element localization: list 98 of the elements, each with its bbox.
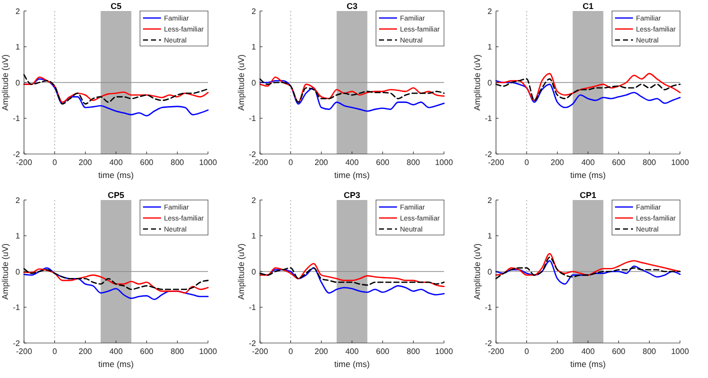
chart-title: CP1	[580, 190, 597, 200]
x-tick-label: 200	[314, 347, 329, 356]
x-tick-label: 400	[345, 158, 360, 167]
chart-title: CP3	[344, 190, 361, 200]
x-tick-label: -200	[16, 347, 33, 356]
x-tick-label: 0	[524, 347, 530, 356]
x-tick-label: 600	[612, 347, 626, 356]
y-tick-label: 0	[16, 78, 21, 88]
y-tick-label: 1	[16, 232, 21, 241]
line-series	[495, 80, 681, 108]
x-tick-label: 200	[550, 347, 565, 356]
x-tick-label: 200	[550, 158, 565, 167]
x-tick-label: 0	[288, 158, 294, 167]
x-tick-label: 600	[612, 158, 626, 167]
x-tick-label: 1000	[435, 347, 454, 356]
line-series	[495, 78, 681, 102]
x-tick-label: 800	[170, 158, 185, 167]
x-tick-label: 400	[345, 347, 360, 356]
chart-title: C5	[110, 1, 122, 11]
y-tick-label: -1	[12, 114, 21, 124]
x-tick-label: -200	[16, 158, 33, 167]
y-tick-label: -2	[12, 338, 21, 348]
x-tick-label: 1000	[671, 347, 690, 356]
y-tick-label: 2	[252, 196, 257, 205]
y-tick-label: 1	[252, 42, 257, 52]
y-axis-title: Amplitude (uV)	[236, 54, 246, 111]
y-tick-label: -2	[248, 150, 257, 159]
y-tick-label: -1	[12, 303, 21, 312]
x-tick-label: 200	[78, 347, 93, 356]
x-tick-label: 600	[376, 158, 390, 167]
x-axis-title: time (ms)	[334, 170, 370, 180]
x-axis-title: time (ms)	[570, 359, 606, 369]
y-tick-label: -2	[12, 150, 21, 159]
y-tick-label: 1	[16, 42, 21, 52]
x-tick-label: -200	[488, 158, 505, 167]
x-tick-label: 600	[140, 347, 154, 356]
y-tick-label: 1	[488, 42, 493, 52]
y-axis-title: Amplitude (uV)	[0, 243, 10, 300]
line-series	[259, 262, 445, 288]
chart-title: C1	[582, 1, 594, 11]
x-axis-title: time (ms)	[98, 170, 134, 180]
y-tick-label: -1	[484, 303, 493, 312]
x-tick-label: 0	[524, 158, 530, 167]
y-tick-label: 0	[252, 267, 257, 276]
x-tick-label: 1000	[199, 347, 218, 356]
y-axis-title: Amplitude (uV)	[472, 243, 482, 300]
line-series	[495, 260, 681, 285]
x-tick-label: 1000	[671, 158, 690, 167]
y-tick-label: -1	[248, 114, 257, 124]
y-tick-label: 2	[488, 196, 493, 205]
x-tick-label: 400	[109, 158, 124, 167]
y-axis-title: Amplitude (uV)	[0, 54, 10, 111]
y-tick-label: 0	[488, 267, 493, 276]
x-axis-title: time (ms)	[334, 359, 370, 369]
y-tick-label: -1	[248, 303, 257, 312]
x-tick-label: 400	[581, 158, 596, 167]
x-tick-label: 0	[288, 347, 294, 356]
x-tick-label: 400	[109, 347, 124, 356]
y-axis-title: Amplitude (uV)	[472, 54, 482, 111]
x-tick-label: 400	[581, 347, 596, 356]
y-tick-label: 1	[252, 232, 257, 241]
x-axis-title: time (ms)	[570, 170, 606, 180]
y-tick-label: 2	[16, 196, 21, 205]
x-tick-label: -200	[252, 347, 269, 356]
x-axis-title: time (ms)	[98, 359, 134, 369]
y-tick-label: -2	[484, 338, 493, 348]
y-tick-label: 0	[488, 78, 493, 88]
y-tick-label: 0	[16, 267, 21, 276]
y-axis-title: Amplitude (uV)	[236, 243, 246, 300]
y-tick-label: 1	[488, 232, 493, 241]
x-tick-label: 0	[52, 347, 58, 356]
line-series	[495, 252, 681, 276]
x-tick-label: 200	[314, 158, 329, 167]
x-tick-label: 1000	[199, 158, 218, 167]
x-tick-label: 1000	[435, 158, 454, 167]
chart-title: C3	[346, 1, 358, 11]
x-tick-label: 0	[52, 158, 58, 167]
y-tick-label: -2	[248, 338, 257, 348]
x-tick-label: 600	[140, 158, 154, 167]
line-series	[495, 256, 681, 280]
x-tick-label: 800	[642, 347, 657, 356]
x-tick-label: -200	[252, 158, 269, 167]
chart-title: CP5	[108, 190, 125, 200]
x-tick-label: 800	[642, 158, 657, 167]
x-tick-label: 600	[376, 347, 390, 356]
y-tick-label: 0	[252, 78, 257, 88]
y-tick-label: 2	[488, 6, 493, 16]
x-tick-label: 800	[406, 347, 421, 356]
x-tick-label: 800	[406, 158, 421, 167]
y-tick-label: 2	[252, 6, 257, 16]
y-tick-label: 2	[16, 6, 21, 16]
y-tick-label: -1	[484, 114, 493, 124]
x-tick-label: -200	[488, 347, 505, 356]
x-tick-label: 800	[170, 347, 185, 356]
line-series	[259, 267, 445, 286]
y-tick-label: -2	[484, 150, 493, 159]
line-series	[23, 267, 209, 300]
x-tick-label: 200	[78, 158, 93, 167]
